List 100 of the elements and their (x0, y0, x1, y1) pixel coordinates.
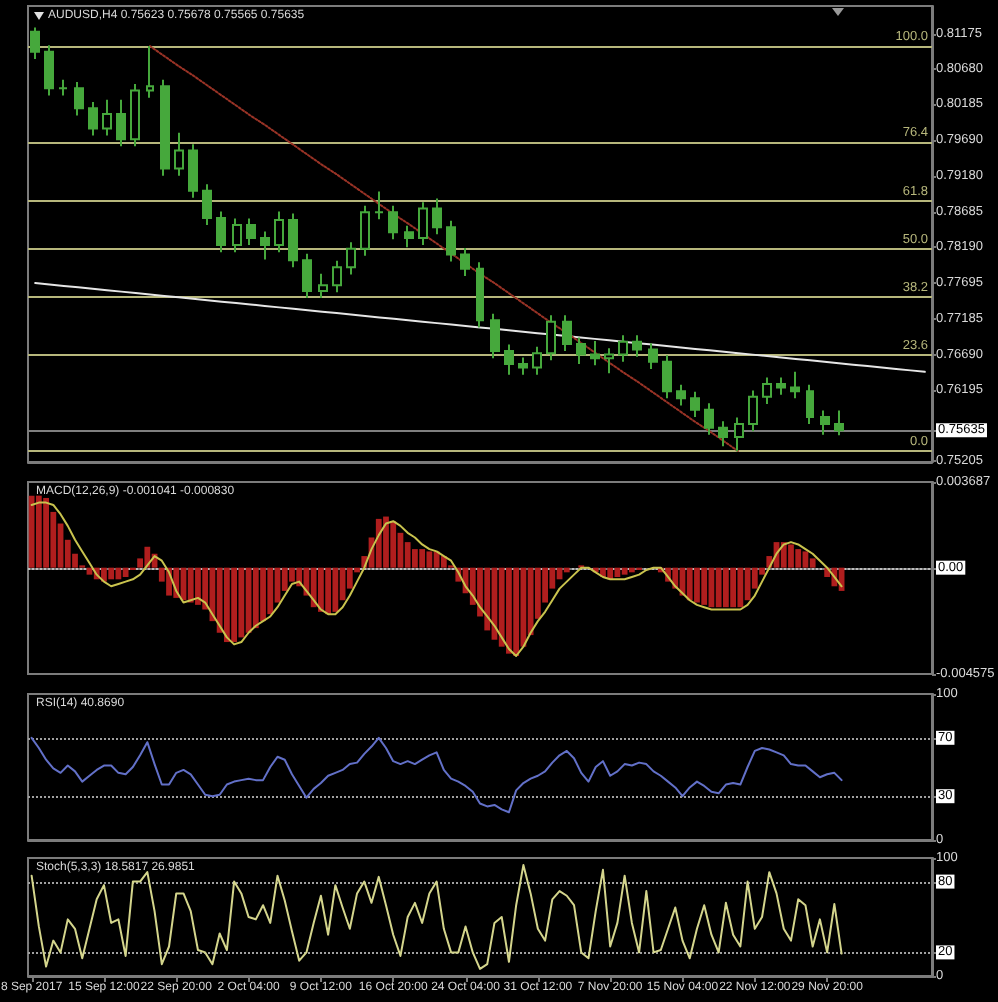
line-series (30, 736, 843, 814)
bar (318, 567, 324, 612)
line-series (148, 45, 740, 453)
candlestick (662, 354, 672, 400)
candlestick (374, 190, 384, 221)
bar (108, 567, 115, 580)
bar (260, 567, 266, 622)
candlestick (748, 389, 758, 433)
bar (252, 567, 259, 629)
bar (267, 567, 274, 615)
bar (332, 567, 339, 612)
candlestick (302, 252, 312, 300)
bar (788, 544, 794, 568)
candlestick (834, 409, 844, 437)
candlestick (30, 26, 40, 60)
line-series (30, 501, 843, 657)
candlestick (532, 345, 542, 376)
candlestick (446, 219, 456, 263)
bar (195, 567, 201, 605)
candlestick (562, 314, 572, 353)
candlestick (490, 312, 500, 360)
bar (390, 521, 397, 568)
bar (310, 567, 317, 608)
candlestick (590, 340, 600, 367)
candlestick (116, 98, 126, 148)
bar (28, 495, 35, 568)
candlestick (388, 204, 398, 241)
bar (498, 567, 505, 647)
bar (223, 567, 230, 643)
candlestick (776, 376, 786, 396)
candlestick (432, 197, 442, 236)
candlestick (188, 143, 198, 199)
candlestick (346, 241, 356, 276)
bar (686, 567, 693, 601)
bar (737, 567, 744, 608)
candlestick (820, 409, 830, 436)
bar (506, 567, 512, 654)
bar (621, 567, 628, 575)
candlestick (160, 78, 170, 177)
bar (122, 567, 129, 577)
bar (238, 567, 245, 638)
bar (715, 567, 722, 608)
candlestick (246, 217, 256, 247)
bar (35, 495, 42, 568)
candlestick (404, 224, 414, 249)
candlestick (174, 131, 184, 177)
candlestick (806, 383, 814, 426)
candlestick (718, 420, 728, 448)
bar (701, 567, 708, 605)
bar (43, 497, 49, 568)
bar (187, 567, 194, 603)
candlestick (576, 336, 586, 365)
line-series (34, 282, 926, 373)
candlestick (74, 80, 84, 117)
candlestick (260, 230, 270, 261)
bar (419, 549, 426, 568)
bar (375, 518, 382, 568)
candlestick (58, 78, 68, 97)
bar (383, 516, 389, 568)
candlestick (546, 314, 556, 362)
bar (730, 567, 737, 608)
candlestick (232, 217, 242, 254)
candlestick (790, 370, 800, 400)
bar (809, 558, 816, 568)
candlestick (102, 98, 112, 137)
bar (723, 567, 729, 608)
candlestick (704, 402, 714, 436)
line-series (30, 864, 843, 970)
candlestick (332, 259, 342, 294)
candlestick (288, 212, 298, 269)
candlestick (44, 44, 54, 97)
candlestick (504, 343, 514, 376)
candlestick (762, 376, 772, 406)
bar (231, 567, 237, 643)
candlestick (460, 246, 470, 277)
bar (440, 556, 447, 568)
candlestick (360, 204, 370, 257)
candlestick (202, 183, 212, 227)
bar (412, 549, 418, 568)
candlestick (632, 334, 642, 358)
bar (513, 567, 520, 656)
candlestick (318, 272, 328, 300)
candlestick (88, 100, 98, 137)
candlestick (146, 45, 154, 99)
candlestick (734, 416, 744, 453)
bar (694, 567, 700, 603)
bar (325, 567, 332, 615)
candlestick (618, 334, 628, 363)
candlestick (476, 261, 484, 329)
candlestick (130, 83, 140, 148)
candlestick (690, 390, 700, 418)
candlestick (418, 201, 428, 247)
candlestick (648, 342, 658, 370)
candlestick (216, 210, 226, 254)
candlestick (676, 383, 686, 407)
bar (426, 551, 433, 568)
candlestick (604, 347, 614, 375)
candlestick (274, 210, 284, 254)
bar (795, 549, 802, 568)
candlestick (518, 356, 528, 376)
